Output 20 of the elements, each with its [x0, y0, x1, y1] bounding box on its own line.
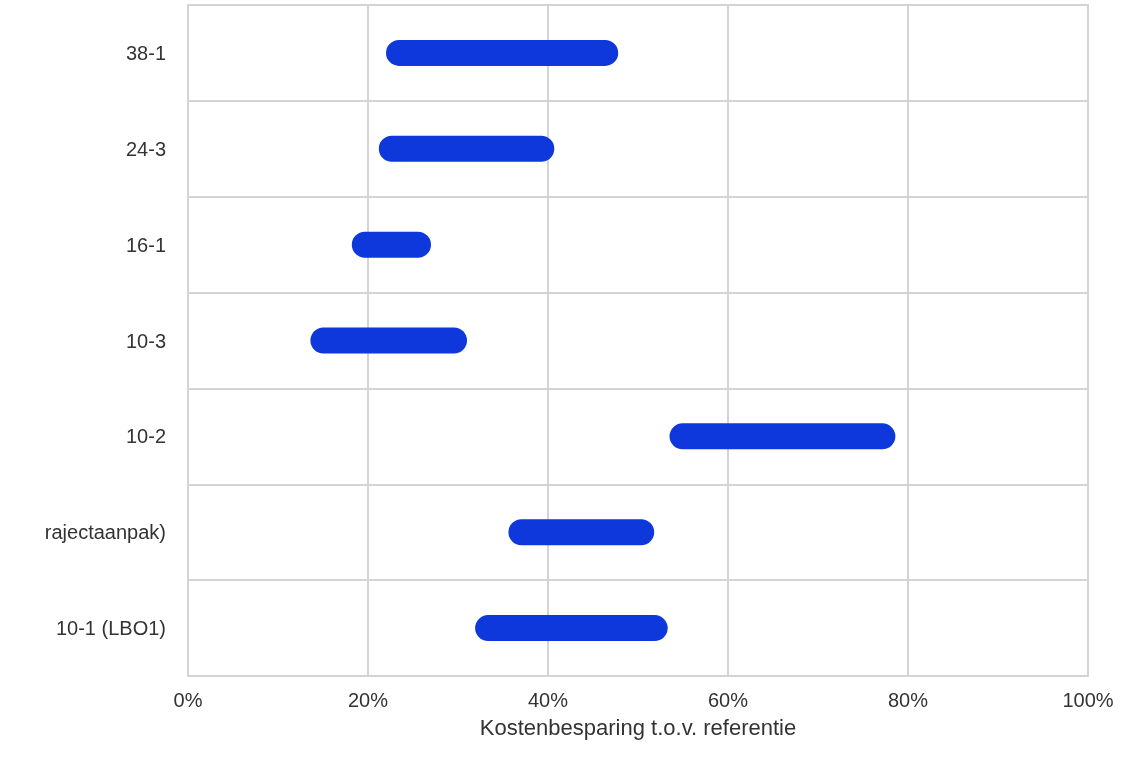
bar: [669, 423, 896, 450]
x-tick-label: 0%: [173, 689, 203, 711]
y-tick-label: 10-3: [125, 329, 166, 352]
x-tick-label: 80%: [887, 689, 929, 711]
x-tick-label: 60%: [707, 689, 749, 711]
bar: [310, 327, 467, 354]
y-tick-label: 10-1 (LBO1): [55, 617, 166, 640]
y-tick-label: 24-3: [125, 137, 166, 160]
y-tick-label: 16-1: [125, 233, 166, 256]
y-tick-label: rajectaanpak): [44, 521, 166, 544]
x-tick-label: 20%: [347, 689, 389, 711]
bar: [508, 519, 655, 546]
bar: [386, 39, 619, 66]
y-tick-label: 10-2: [125, 425, 166, 448]
bar: [378, 135, 555, 162]
bar: [475, 615, 668, 642]
x-axis-title: Kostenbesparing t.o.v. referentie: [479, 714, 797, 740]
y-tick-label: 38-1: [125, 41, 166, 64]
x-tick-label: 100%: [1062, 689, 1114, 711]
x-tick-label: 40%: [527, 689, 569, 711]
